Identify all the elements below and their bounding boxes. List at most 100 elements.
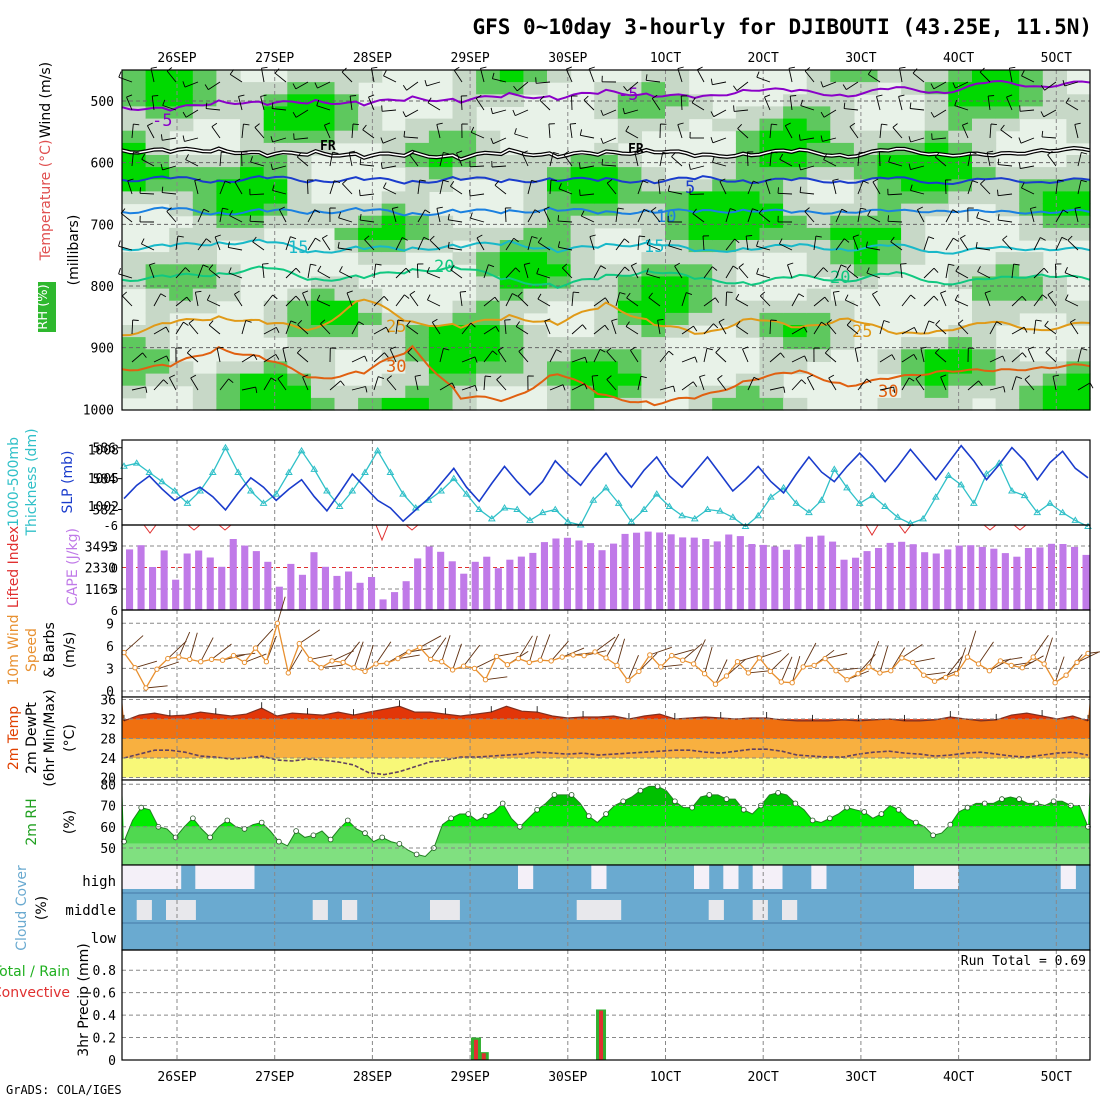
rh-cell [334,106,359,120]
wind-barb-flag [962,122,969,126]
wind-barb [677,68,683,83]
wind-barb [285,236,291,251]
rh-cell [263,300,288,314]
wind-barb [890,647,906,671]
cloud-high-clear [1060,865,1076,889]
wind-barb [660,664,683,668]
rh-cell [428,167,454,180]
wind-barb [813,296,826,307]
wind-barb [857,208,861,223]
rh-cell [358,337,383,350]
rh-cell [1019,373,1044,387]
wind-point [1008,662,1014,669]
wind-barb [426,81,441,87]
rh-cell [948,337,973,350]
wind-barb [657,320,661,335]
wind-point [439,659,445,665]
wind-barb-flag [272,294,278,300]
rh-cell [853,167,879,180]
wind-barb-flag [881,123,888,126]
wind-barb-flag [645,74,648,81]
cape-tick-label: 2330 [85,562,116,577]
rh-tick-label: 50 [100,842,116,857]
rh-cell [924,385,949,399]
wind-barb [373,295,385,307]
wind-barb [910,137,925,143]
wind-barb [497,350,507,363]
thickness-point [767,493,775,500]
rh-cell [853,215,879,229]
rh-point [620,798,626,805]
wind-point [570,652,576,658]
rh-point [1033,800,1040,807]
rh-cell [688,397,713,411]
wind-barb [153,379,164,391]
cape-bar [379,599,387,610]
isotherm-label: 15 [288,238,308,258]
wind-barb-flag [940,290,947,294]
rh-cell [972,106,997,120]
wind-barb [427,299,441,307]
wind-barb-flag [1016,376,1023,380]
cloud-level-label: low [91,931,117,947]
rh-cell [405,130,430,144]
wind-speed-axis-label: Speed [24,628,40,672]
thickness-point [500,504,509,511]
rh-cell [641,118,666,132]
cape-bar [955,545,963,610]
rh-cell [877,264,902,277]
wind-barb-flag [142,352,147,358]
wind-barb [123,635,144,653]
rh-cell [428,385,454,399]
rh-cell [358,312,383,326]
rh-cell [169,191,194,205]
rh-cell [287,300,312,314]
wind-barb-flag [279,206,285,211]
wind-barb-flag [686,292,693,296]
wind-barb-flag [211,122,218,127]
rh-cell [523,337,548,350]
wind-barb-flag [909,102,912,109]
wind-barb [791,293,800,307]
wind-barb-flag [600,109,604,116]
wind-barb-flag [584,383,588,390]
wind-barb [557,220,573,223]
wind-barb [1022,655,1044,669]
wind-barb [593,349,601,363]
wind-point [921,672,927,678]
wind-barb [779,243,793,251]
wind-barb [593,297,606,307]
cape-bar [1024,548,1032,610]
rh-cell [122,130,147,144]
thickness-point [285,468,293,475]
wind-barb-flag [746,235,753,237]
wind-barb [769,319,772,335]
cloud-high-clear [518,865,534,889]
rh-cell [547,252,572,265]
temperature-axis-label: Temperature (°C) [38,140,54,262]
thickness-point [868,491,877,499]
wind-barb-flag [891,354,896,361]
rh-cell [452,397,477,411]
wind-barb-flag [975,242,978,249]
wind-barb [302,376,309,391]
wind-barb [1054,263,1057,279]
rh-cell [428,361,454,375]
wind-barb [549,152,554,167]
rh-cell [523,288,548,302]
temp2m-axis-label: 2m Temp [6,706,22,770]
wind-barb-flag [474,356,478,363]
rh-cell [995,252,1020,265]
wind-barb [638,652,658,672]
rh-cell [145,300,170,314]
rh-cell [1019,106,1044,120]
wind-barb [580,193,595,196]
wind-barb [1067,239,1079,251]
rh-cell [759,397,784,411]
rh-cell [334,215,359,229]
wind-barb [255,628,274,649]
cape-bar [886,542,894,610]
li-tick-label: 6 [111,604,118,618]
rh-cell [192,155,217,168]
rh-cell [783,397,808,411]
